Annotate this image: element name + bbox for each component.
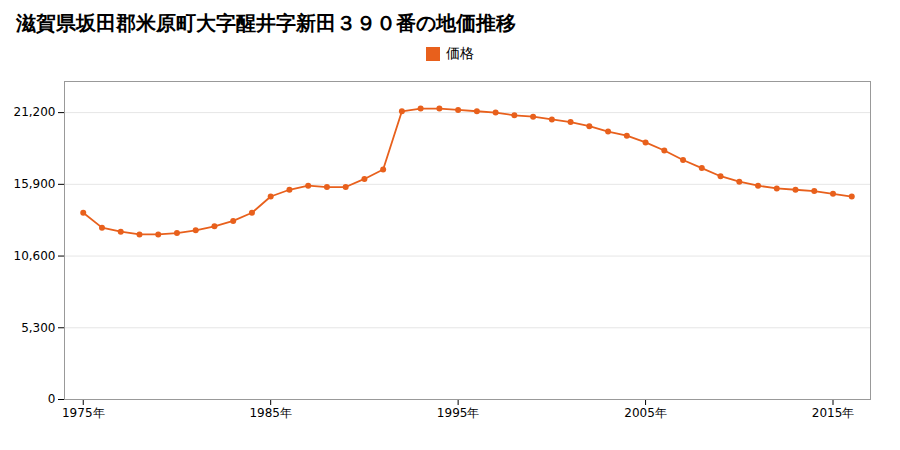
html-text:価格: 価格 — [446, 45, 474, 61]
svg-text:10,600: 10,600 — [14, 249, 56, 263]
svg-text:1975年: 1975年 — [62, 406, 105, 420]
svg-text:0: 0 — [48, 392, 56, 406]
svg-text:15,900: 15,900 — [14, 177, 56, 191]
html-text:滋賀県坂田郡米原町大字醒井字新田３９０番の地価推移: 滋賀県坂田郡米原町大字醒井字新田３９０番の地価推移 — [16, 11, 516, 35]
svg-text:2015年: 2015年 — [812, 406, 855, 420]
svg-text:2005年: 2005年 — [624, 406, 667, 420]
svg-text:1995年: 1995年 — [437, 406, 480, 420]
svg-text:5,300: 5,300 — [21, 321, 55, 335]
svg-text:1985年: 1985年 — [249, 406, 292, 420]
svg-text:21,200: 21,200 — [14, 105, 56, 119]
